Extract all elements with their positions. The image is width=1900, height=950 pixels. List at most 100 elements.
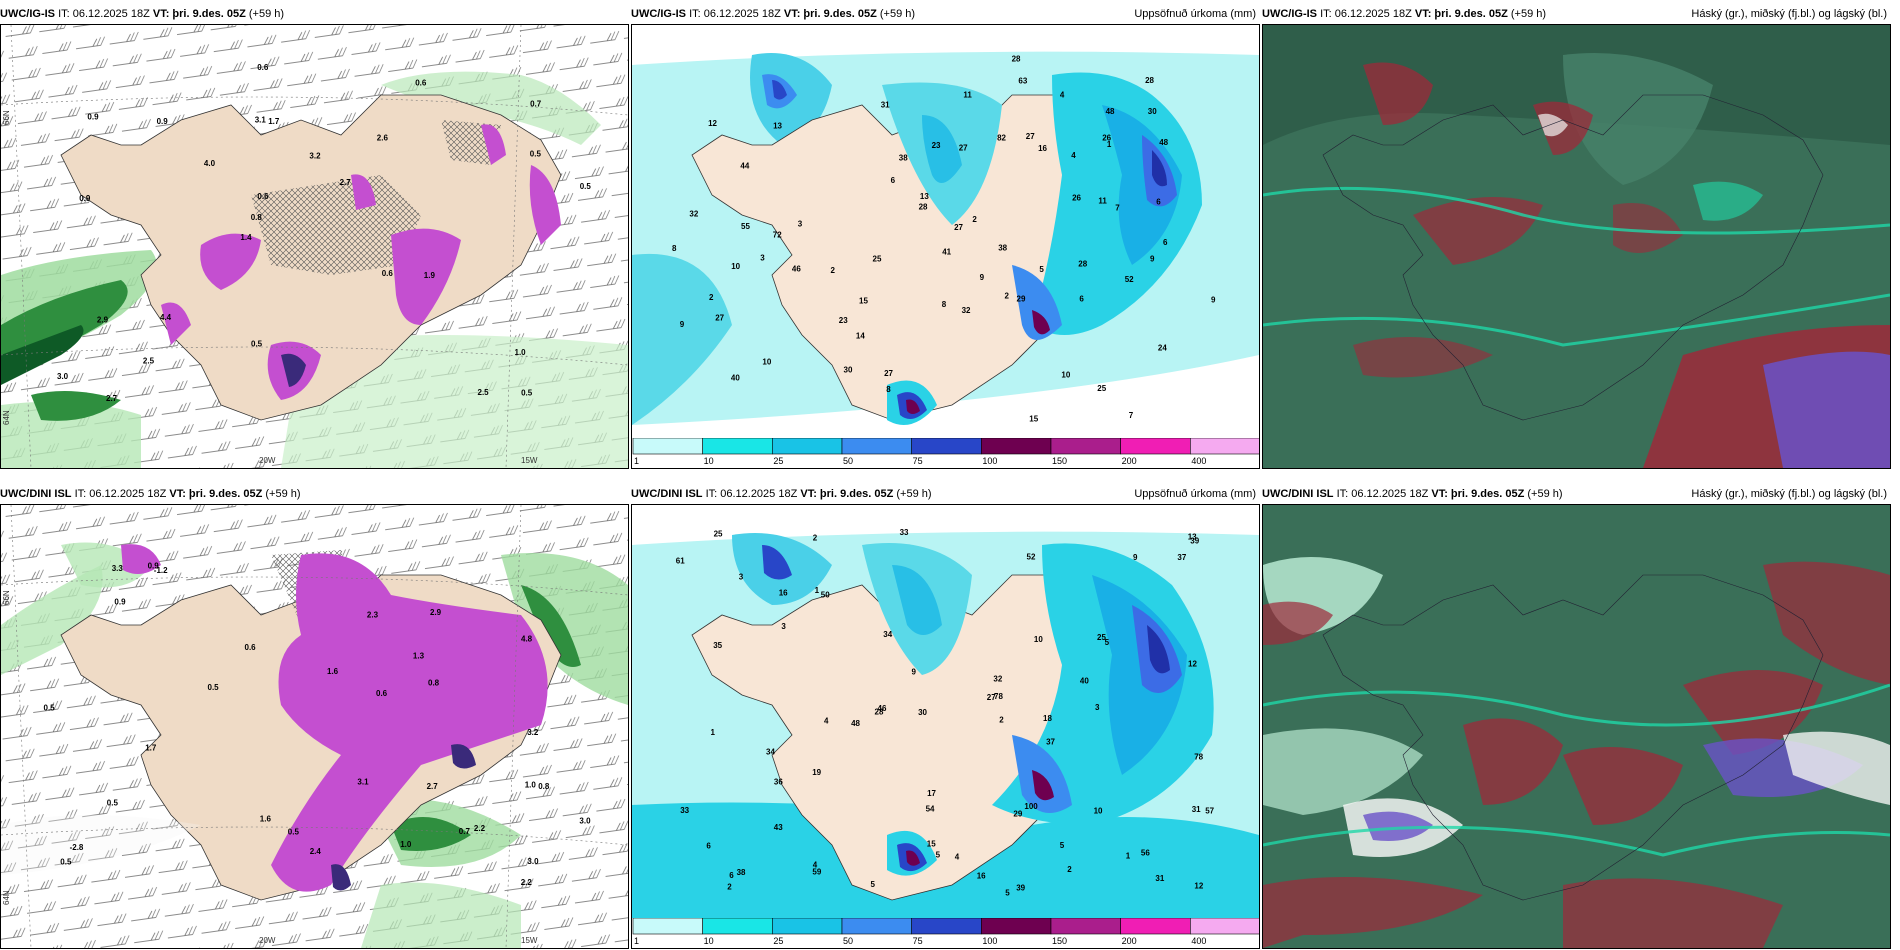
map-value-label: 1 bbox=[711, 728, 716, 737]
colorbar-tick-label: 50 bbox=[843, 936, 853, 946]
colorbar-box bbox=[981, 438, 1052, 455]
map-value-label: 27 bbox=[987, 693, 996, 702]
map-value-label: 48 bbox=[1106, 107, 1115, 116]
map-value-label: 52 bbox=[1027, 552, 1036, 561]
map-value-label: 52 bbox=[1125, 275, 1134, 284]
map-value-label: 28 bbox=[1078, 259, 1087, 268]
colorbar-box bbox=[1120, 438, 1191, 455]
panel-dini-clouds: UWC/DINI ISL IT: 06.12.2025 18Z VT: þri.… bbox=[1262, 484, 1891, 949]
colorbar-tick-label: 150 bbox=[1052, 456, 1067, 466]
map-value-label: 31 bbox=[881, 101, 890, 110]
cloud-cover-map[interactable] bbox=[1262, 504, 1891, 949]
map-value-label: 23 bbox=[932, 141, 941, 150]
map-value-label: 4.0 bbox=[204, 159, 216, 168]
map-value-label: 31 bbox=[1155, 874, 1164, 883]
colorbar-box bbox=[1190, 918, 1259, 935]
colorbar-tick-label: 75 bbox=[913, 936, 923, 946]
colorbar-box bbox=[911, 438, 982, 455]
map-value-label: 25 bbox=[1097, 633, 1106, 642]
map-value-label: 0.6 bbox=[415, 78, 427, 87]
valid-time: þri. 9.des. 05Z bbox=[188, 488, 263, 500]
map-value-label: 3 bbox=[760, 253, 765, 262]
precip-type-map[interactable]: 20W 15W 66N 64N 0.5 0.9 0.7 1.4 2.6 2.7 3.1 3.2… bbox=[0, 24, 629, 469]
map-value-label: 2 bbox=[1067, 865, 1072, 874]
map-value-label: 11 bbox=[963, 91, 972, 100]
map-value-label: 1.0 bbox=[525, 781, 537, 790]
map-value-label: 39 bbox=[1190, 537, 1199, 546]
map-value-label: 6 bbox=[1163, 238, 1168, 247]
map-value-label: 0.5 bbox=[530, 150, 542, 159]
map-value-label: 48 bbox=[1159, 138, 1168, 147]
panel-header: UWC/IG-IS IT: 06.12.2025 18Z VT: þri. 9.… bbox=[1262, 4, 1891, 24]
valid-time-label: VT: bbox=[1431, 488, 1448, 500]
map-value-label: 1.4 bbox=[240, 233, 252, 242]
map-value-label: 17 bbox=[927, 789, 936, 798]
map-value-label: 0.9 bbox=[114, 597, 126, 606]
map-value-label: 16 bbox=[1038, 144, 1047, 153]
map-value-label: 38 bbox=[899, 154, 908, 163]
map-value-label: 32 bbox=[993, 674, 1002, 683]
init-time: IT: 06.12.2025 18Z bbox=[689, 8, 781, 20]
map-value-label: 2 bbox=[999, 716, 1004, 725]
colorbar-box bbox=[1050, 918, 1121, 935]
map-value-label: 0.5 bbox=[580, 182, 592, 191]
colorbar-box bbox=[1120, 918, 1191, 935]
map-value-label: 3 bbox=[798, 220, 803, 229]
map-value-label: 48 bbox=[851, 719, 860, 728]
cloud-cover-map[interactable] bbox=[1262, 24, 1891, 469]
map-value-label: 27 bbox=[1026, 132, 1035, 141]
lon-label-15w: 15W bbox=[521, 456, 538, 465]
precip-type-map[interactable]: 20W 15W 66N 64N 0.5 0.6 1.0 3.0 2.3 2.2 1.6 1.3… bbox=[0, 504, 629, 949]
map-value-label: 6 bbox=[1156, 198, 1161, 207]
field-title: Háský (gr.), miðský (fj.bl.) og lágský (… bbox=[1691, 8, 1887, 20]
map-value-label: 0.8 bbox=[538, 782, 550, 791]
map-value-label: 29 bbox=[1017, 294, 1026, 303]
accum-precip-map[interactable]: 5 5 4 5 2 3 4 31 33 34 9 5 46 54 52 27 35 59 48 61 29 39 32 6 5 3… bbox=[631, 504, 1260, 949]
colorbar-tick-label: 400 bbox=[1191, 456, 1206, 466]
lead-time: (+59 h) bbox=[248, 8, 285, 20]
map-value-label: 6 bbox=[891, 176, 896, 185]
valid-time-label: VT: bbox=[152, 8, 170, 20]
colorbar-box bbox=[772, 918, 843, 935]
map-value-label: 14 bbox=[856, 332, 865, 341]
map-value-label: 12 bbox=[708, 119, 717, 128]
map-value-label: 3.2 bbox=[309, 152, 321, 161]
lead-time: (+59 h) bbox=[265, 488, 301, 500]
map-value-label: 6 bbox=[1079, 294, 1084, 303]
map-value-label: 10 bbox=[1094, 807, 1103, 816]
map-value-label: 23 bbox=[839, 316, 848, 325]
map-value-label: 0.5 bbox=[44, 703, 56, 712]
map-value-label: 2 bbox=[831, 266, 836, 275]
map-value-label: 2.6 bbox=[377, 133, 389, 142]
init-time: IT: 06.12.2025 18Z bbox=[1320, 8, 1412, 20]
colorbar-box bbox=[841, 918, 912, 935]
map-value-label: 4 bbox=[813, 860, 818, 869]
map-value-label: 72 bbox=[773, 231, 782, 240]
map-value-label: 3 bbox=[1095, 703, 1100, 712]
map-value-label: 61 bbox=[676, 557, 685, 566]
lead-time: (+59 h) bbox=[1527, 488, 1563, 500]
colorbar-box bbox=[911, 918, 982, 935]
accum-precip-map[interactable]: 7 3 2 12 24 44 10 2 4 23 16 25 14 31 38 27 28 27 32 40 28 27 1… bbox=[631, 24, 1260, 469]
map-value-label: 25 bbox=[1097, 384, 1106, 393]
map-value-label: 2 bbox=[709, 293, 714, 302]
panel-header: UWC/DINI ISL IT: 06.12.2025 18Z VT: þri.… bbox=[631, 484, 1260, 504]
map-value-label: 28 bbox=[919, 203, 928, 212]
map-value-label: 5 bbox=[1005, 889, 1010, 898]
valid-time: þri. 9.des. 05Z bbox=[1434, 8, 1508, 20]
map-value-label: 15 bbox=[927, 839, 936, 848]
colorbar-tick-label: 200 bbox=[1122, 456, 1137, 466]
colorbar-box bbox=[1190, 438, 1259, 455]
map-value-label: 26 bbox=[1102, 134, 1111, 143]
map-value-label: 100 bbox=[1024, 802, 1038, 811]
map-value-label: 1.9 bbox=[424, 271, 436, 280]
colorbar-box bbox=[981, 918, 1052, 935]
colorbar-box bbox=[702, 918, 773, 935]
map-value-label: -1.2 bbox=[154, 566, 168, 575]
field-title: Uppsöfnuð úrkoma (mm) bbox=[1134, 8, 1256, 20]
panel-dini-precip-type: UWC/DINI ISL IT: 06.12.2025 18Z VT: þri.… bbox=[0, 484, 629, 949]
map-value-label: 2.4 bbox=[310, 847, 322, 856]
init-time: IT: 06.12.2025 18Z bbox=[1336, 488, 1429, 500]
map-value-label: 2.7 bbox=[427, 782, 439, 791]
panel-header: UWC/IG-IS IT: 06.12.2025 18Z VT: þri. 9.… bbox=[631, 4, 1260, 24]
